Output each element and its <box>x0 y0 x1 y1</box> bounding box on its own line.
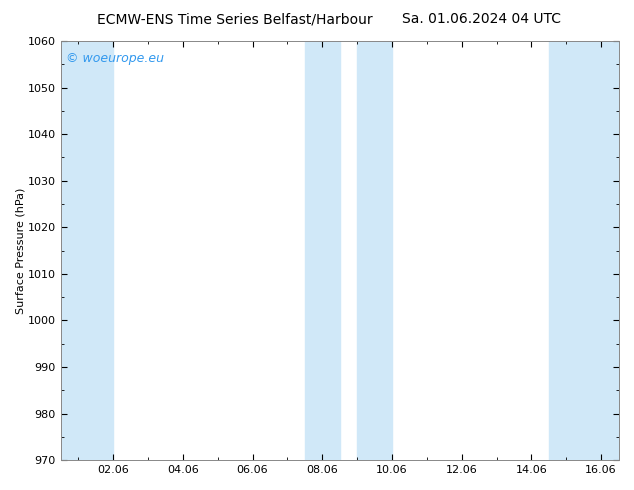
Text: Sa. 01.06.2024 04 UTC: Sa. 01.06.2024 04 UTC <box>403 12 561 26</box>
Bar <box>78 41 113 460</box>
Text: © woeurope.eu: © woeurope.eu <box>67 51 164 65</box>
Y-axis label: Surface Pressure (hPa): Surface Pressure (hPa) <box>15 187 25 314</box>
Bar <box>549 41 566 460</box>
Bar <box>61 41 78 460</box>
Bar <box>305 41 340 460</box>
Bar <box>566 41 619 460</box>
Bar <box>357 41 392 460</box>
Text: ECMW-ENS Time Series Belfast/Harbour: ECMW-ENS Time Series Belfast/Harbour <box>97 12 372 26</box>
